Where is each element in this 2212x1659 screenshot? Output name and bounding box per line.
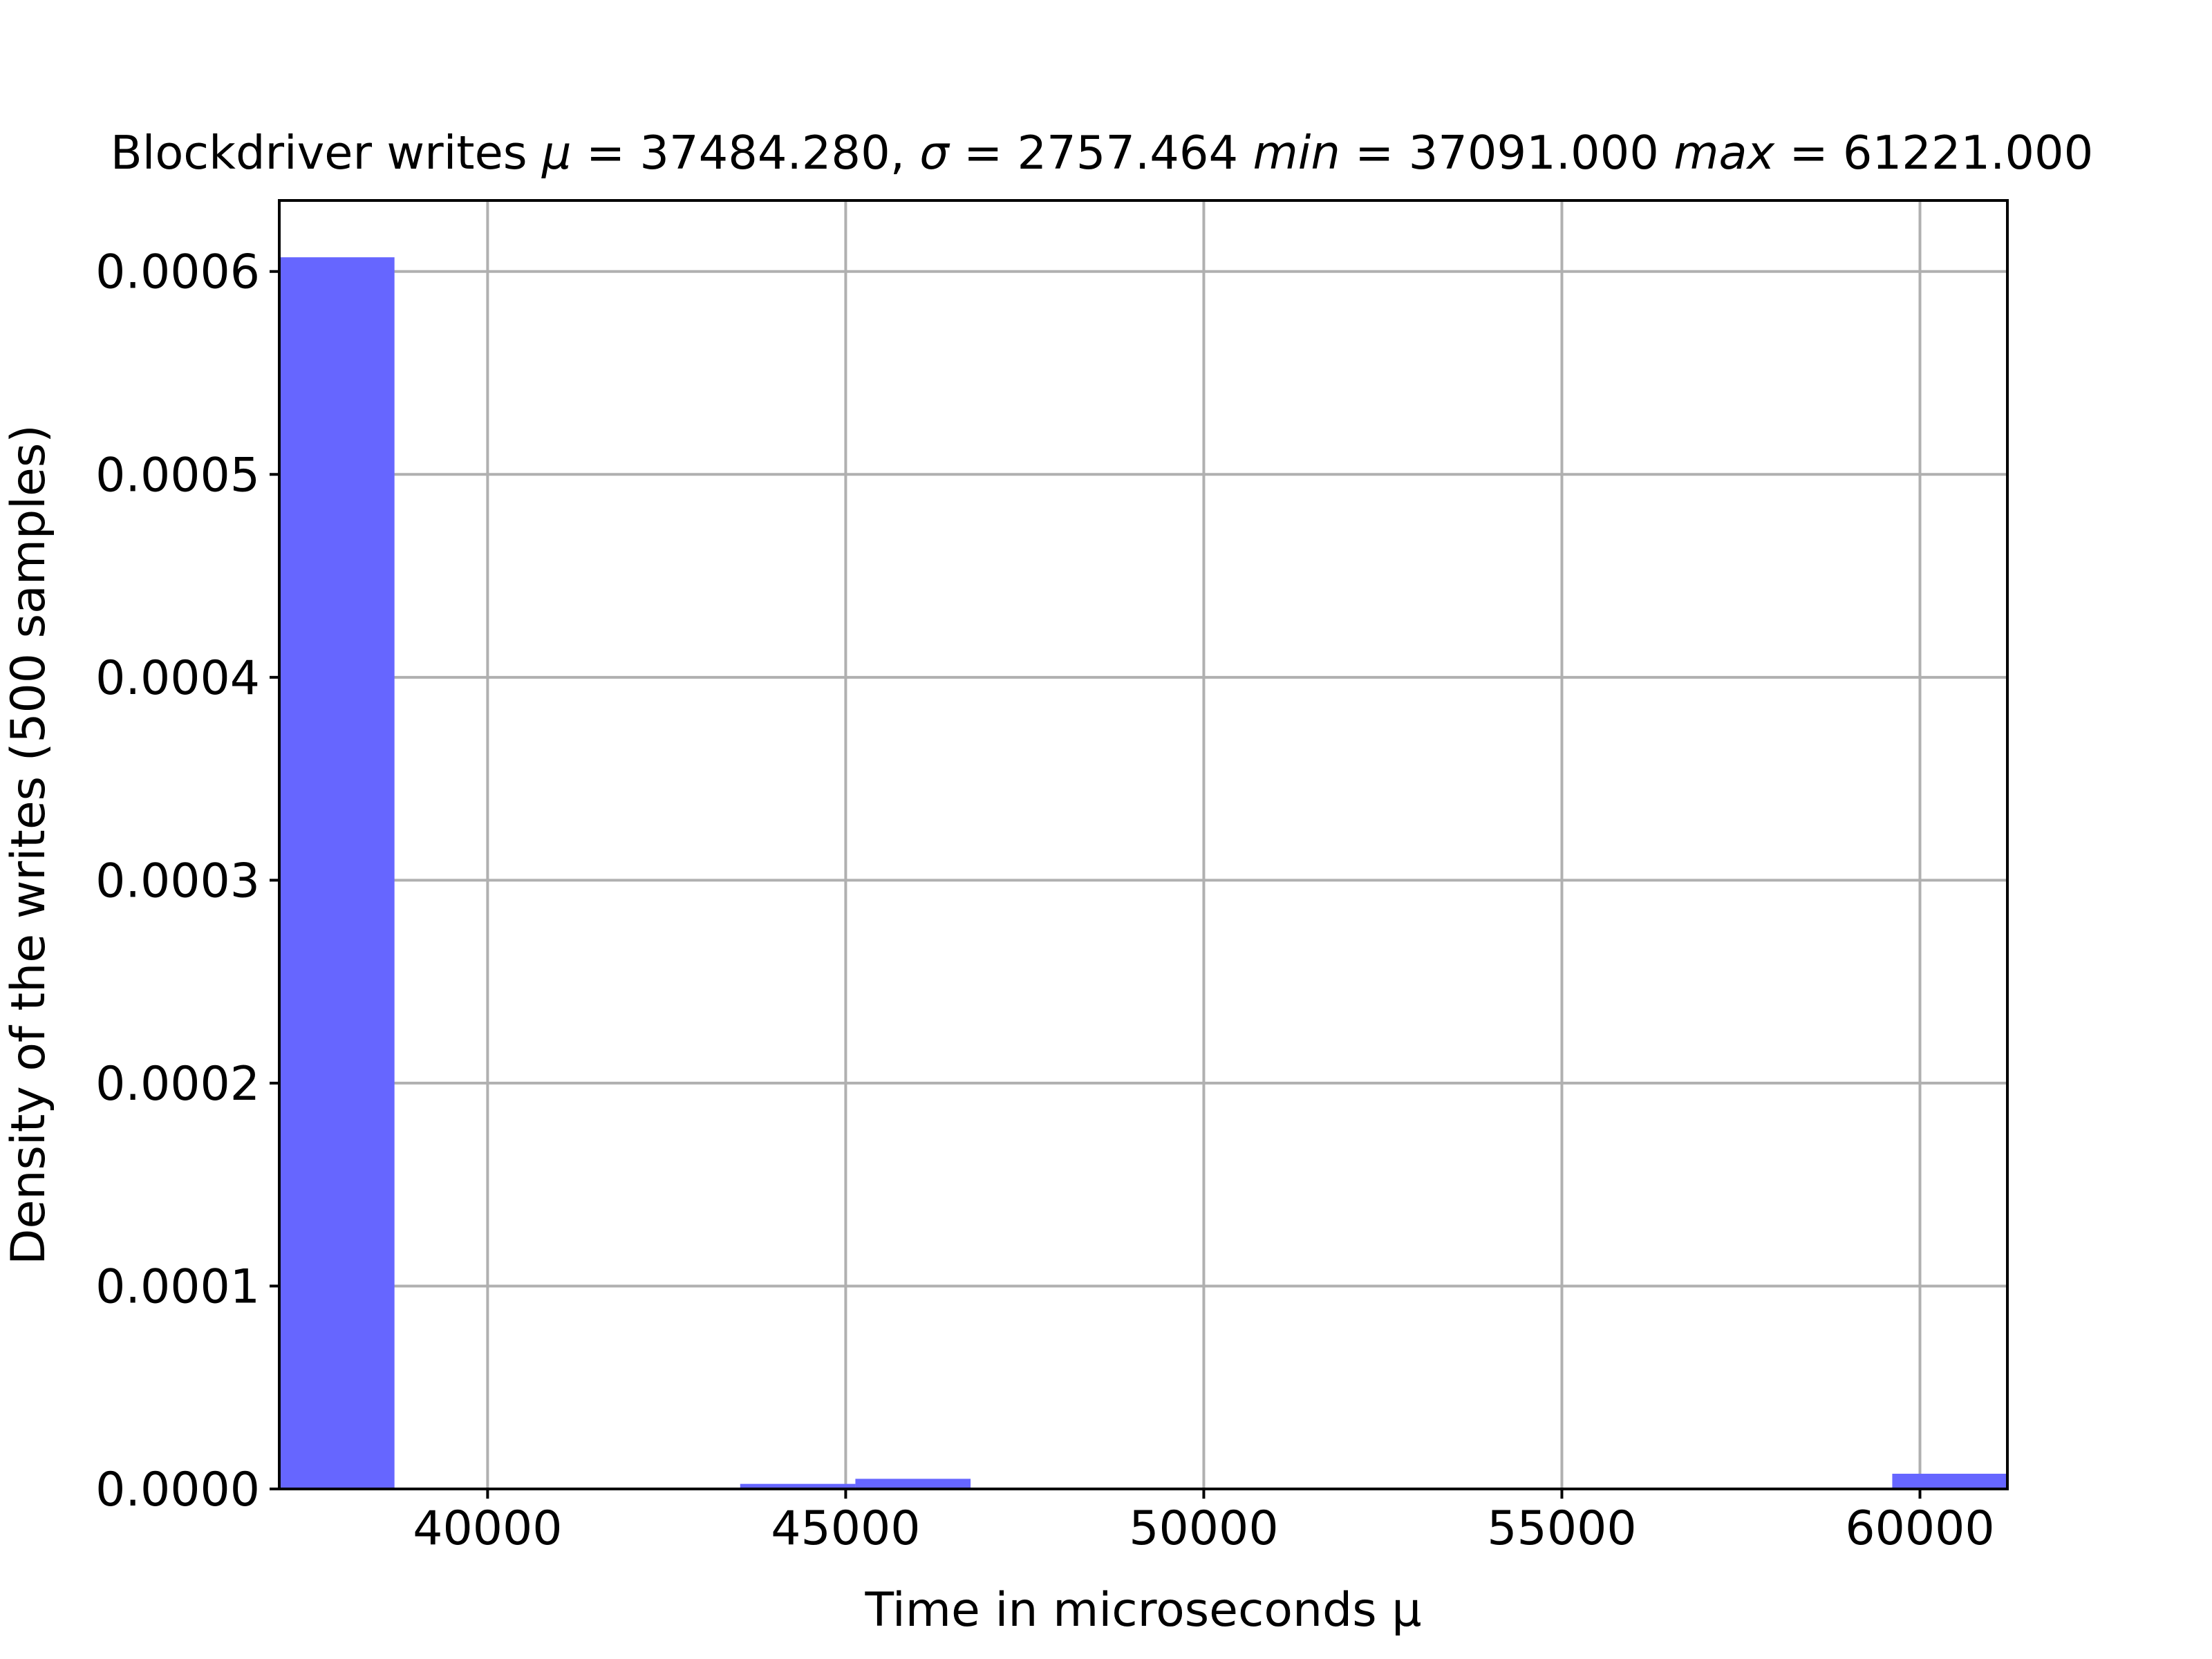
grid-lines xyxy=(279,200,2007,1490)
x-axis-ticks: 40000 45000 50000 55000 60000 xyxy=(413,1489,1995,1556)
x-tick-label-55000: 55000 xyxy=(1487,1501,1636,1556)
x-tick-label-45000: 45000 xyxy=(771,1501,920,1556)
axes-frame xyxy=(278,199,2009,1490)
x-tick-label-50000: 50000 xyxy=(1129,1501,1278,1556)
y-tick-label-0: 0.0000 xyxy=(95,1463,260,1517)
x-tick-label-60000: 60000 xyxy=(1845,1501,1994,1556)
x-axis-label: Time in microseconds μ xyxy=(864,1583,1421,1638)
histogram-bar-3 xyxy=(855,1479,971,1489)
histogram-bars xyxy=(279,257,2007,1489)
histogram-bar-1 xyxy=(279,257,395,1489)
histogram-bar-2 xyxy=(740,1483,856,1489)
y-tick-label-6: 0.0006 xyxy=(95,245,260,300)
y-axis-label: Density of the writes (500 samples) xyxy=(1,424,56,1265)
y-tick-label-3: 0.0003 xyxy=(95,854,260,908)
y-tick-label-5: 0.0005 xyxy=(95,448,260,503)
chart-title: Blockdriver writes μ = 37484.280, σ = 27… xyxy=(111,126,2094,180)
y-tick-label-4: 0.0004 xyxy=(95,651,260,706)
histogram-bar-4 xyxy=(1892,1473,2007,1489)
y-tick-label-2: 0.0002 xyxy=(95,1057,260,1112)
y-axis-ticks: 0.0000 0.0001 0.0002 0.0003 0.0004 0.0005 0.00… xyxy=(95,245,279,1517)
x-tick-label-40000: 40000 xyxy=(413,1501,562,1556)
y-tick-label-1: 0.0001 xyxy=(95,1259,260,1314)
